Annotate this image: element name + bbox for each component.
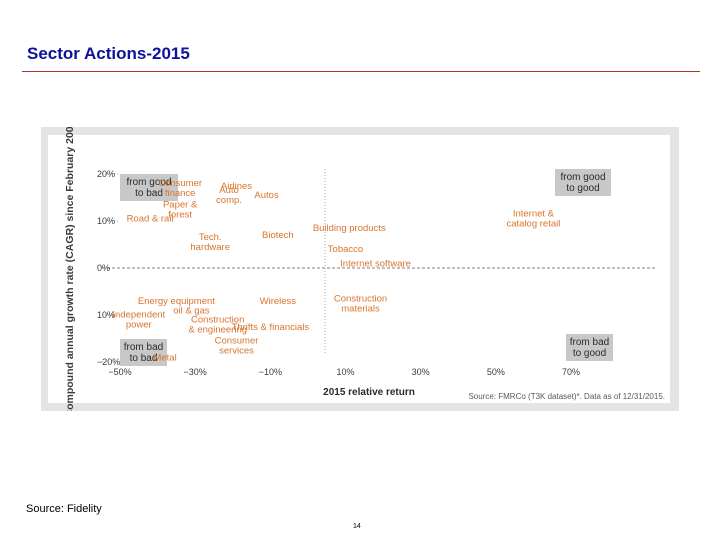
sector-label: Thrifts & financials (232, 322, 310, 333)
sector-label: oil & gas (173, 305, 210, 316)
quadrant-box (555, 169, 611, 196)
quadrant-label: to good (566, 183, 599, 194)
x-tick-label: 70% (562, 367, 580, 377)
quadrant-box (120, 174, 178, 201)
sector-label-line: Consumer (215, 336, 259, 347)
chart-panel: 20% 10% 0% 10% −20% −50% −30% −10% 10% 30% 50% 70% … (41, 127, 679, 411)
sector-label: Energy equipment (138, 296, 215, 307)
x-tick-label: −10% (259, 367, 282, 377)
x-tick-label: 50% (487, 367, 505, 377)
quadrant-label: to bad (135, 188, 163, 199)
quadrant-label: from good (126, 177, 171, 188)
slide-title: Sector Actions-2015 (27, 44, 190, 63)
sector-label-line: Construction (334, 293, 387, 304)
sector-label-line: Energy equipment (138, 296, 215, 307)
title-rule (22, 71, 700, 72)
sector-label: Internet &catalog retail (506, 209, 560, 230)
quadrant-box (120, 339, 167, 366)
y-axis-label: Compound annual growth rate (CAGR) since… (64, 127, 76, 411)
sector-label-line: Building products (313, 223, 386, 234)
sector-label: Wireless (260, 296, 297, 307)
sector-label-line: Independent (112, 310, 165, 321)
sector-label-line: Internet software (340, 258, 411, 269)
sector-label: Tobacco (328, 244, 363, 255)
sector-label-line: catalog retail (506, 219, 560, 230)
sector-label-line: Wireless (260, 296, 297, 307)
sector-label-line: comp. (216, 195, 242, 206)
y-tick-label: 10% (97, 216, 115, 226)
chart-footnote: Source: FMRCo (T3K dataset)*. Data as of… (468, 392, 665, 401)
sector-label-line: oil & gas (173, 305, 210, 316)
quadrant-label: to bad (130, 353, 158, 364)
y-tick-label: 0% (97, 263, 110, 273)
sector-label: Building products (313, 223, 386, 234)
sector-label-line: Airlines (221, 181, 252, 192)
sector-label: Paper &forest (163, 199, 198, 220)
sector-label: Road & rail (127, 214, 174, 225)
sector-label-line: Internet & (513, 209, 555, 220)
sector-label-line: Paper & (163, 199, 198, 210)
sector-label-line: Construction (191, 314, 244, 325)
y-tick-label: −20% (97, 357, 120, 367)
sector-label: Internet software (340, 258, 411, 269)
quadrant-label: from bad (570, 337, 609, 348)
y-tick-label: 10% (97, 310, 115, 320)
sector-label-line: materials (341, 303, 380, 314)
sector-label: Metal (153, 352, 176, 363)
sector-label-line: forest (168, 209, 192, 220)
grid-layer: 20% 10% 0% 10% −20%−50% −30% −10% 10% 30% 50% 70% (97, 169, 655, 377)
sector-label: Construction& engineering (188, 314, 247, 335)
source-note: Source: Fidelity (26, 503, 102, 515)
sector-label-line: Consumer (158, 178, 202, 189)
y-tick-label: 20% (97, 169, 115, 179)
sector-label-line: Auto (219, 185, 239, 196)
sector-label-line: Thrifts & financials (232, 322, 310, 333)
sector-label-line: power (126, 320, 152, 331)
quadrant-label: to good (573, 348, 606, 359)
page-number: 14 (353, 523, 361, 530)
sector-label-line: Metal (153, 352, 176, 363)
quadrant-label: from good (560, 172, 605, 183)
x-tick-label: −50% (108, 367, 131, 377)
sector-label: Tech.hardware (190, 232, 230, 253)
sector-label-line: & engineering (188, 324, 247, 335)
sector-label-line: hardware (190, 242, 230, 253)
quadrant-label: from bad (124, 342, 163, 353)
quadrant-box (566, 334, 613, 361)
sector-label-line: Tech. (199, 232, 222, 243)
x-axis-label: 2015 relative return (323, 387, 415, 398)
x-tick-label: 30% (412, 367, 430, 377)
axis-layer: Compound annual growth rate (CAGR) since… (64, 127, 665, 411)
x-tick-label: 10% (336, 367, 354, 377)
sector-label: Airlines (221, 181, 252, 192)
sector-label-line: finance (165, 188, 196, 199)
sector-label: Autos (254, 190, 279, 201)
sector-label-line: Autos (254, 190, 279, 201)
sector-label-line: Tobacco (328, 244, 363, 255)
sector-label-line: Road & rail (127, 214, 174, 225)
chart-svg: 20%10%0%10%−20%−50% −30% −10% 10% 30% 50% 70% … (48, 127, 670, 411)
sector-label: Biotech (262, 230, 294, 241)
x-tick-label: −30% (184, 367, 207, 377)
sector-label-line: Biotech (262, 230, 294, 241)
sector-label-line: services (219, 346, 254, 357)
